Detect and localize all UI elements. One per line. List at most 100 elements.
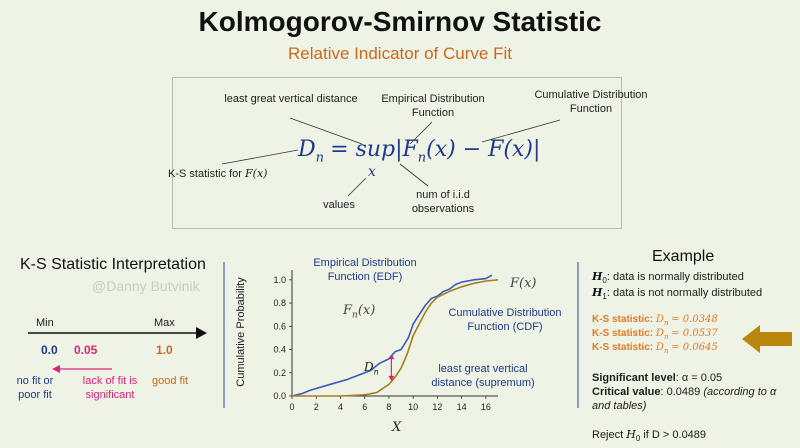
value-0: 0.0 xyxy=(41,343,58,357)
y-tick-label: 0.6 xyxy=(273,321,286,331)
dn-label-sub: n xyxy=(373,367,379,377)
edf-annotation: Empirical Distribution Function (EDF) xyxy=(313,257,417,283)
highlight-arrow-shape xyxy=(742,325,792,353)
crit-value: : 0.0489 xyxy=(660,386,701,398)
formula-rhs-tail: (x) − F(x)| xyxy=(426,137,541,162)
dn-label-main: D xyxy=(364,360,374,374)
formula-rhs: = sup|F xyxy=(330,137,418,162)
interp-heading: K-S Statistic Interpretation xyxy=(20,256,206,273)
dn-arrowhead-top-icon xyxy=(388,354,395,360)
formula-lhs: D xyxy=(298,137,316,162)
ann-least-great: least great vertical distance xyxy=(224,93,358,105)
ks-stat-3-d: D xyxy=(655,342,664,353)
y-axis-label-wrap: Cumulative Probability xyxy=(230,274,250,394)
fx-label: F(x) xyxy=(510,276,537,291)
dn-label: Dn xyxy=(364,360,379,376)
example-heading: Example xyxy=(652,248,715,265)
reject-tail: if D > 0.0489 xyxy=(643,429,707,441)
y-tick-label: 0.4 xyxy=(273,345,286,355)
page-subtitle: Relative Indicator of Curve Fit xyxy=(288,44,512,63)
h1-sym: H xyxy=(592,286,603,299)
ks-stat-3-label: K-S statistic: xyxy=(592,342,654,353)
ks-stat-1-d: D xyxy=(655,314,664,325)
fn-label-tail: (x) xyxy=(357,303,376,318)
value-1: 1.0 xyxy=(156,343,173,357)
x-tick-label: 14 xyxy=(457,402,467,412)
y-tick-label: 1.0 xyxy=(273,275,286,285)
highlight-arrow-icon xyxy=(742,325,792,353)
x-tick-label: 6 xyxy=(362,402,367,412)
supremum-annotation: least great vertical distance (supremum) xyxy=(431,363,535,389)
x-tick-label: 10 xyxy=(408,402,418,412)
h1-text: : data is not normally distributed xyxy=(606,287,763,299)
reject-math: H xyxy=(626,428,636,441)
reject-prefix: Reject xyxy=(592,429,624,441)
series-cdf-line xyxy=(292,279,499,397)
h0-line: H0: data is normally distributed xyxy=(592,270,744,288)
ks-stat-2-value: = 0.0537 xyxy=(671,328,718,339)
y-tick-label: 0.0 xyxy=(273,391,286,401)
sig-line: Significant level: α = 0.05 xyxy=(592,371,722,385)
x-tick-label: 16 xyxy=(481,402,491,412)
ann-values: values xyxy=(323,199,355,211)
ks-stat-2-d: D xyxy=(655,328,664,339)
formula-box xyxy=(172,77,622,229)
ks-stat-1-sub: n xyxy=(663,319,669,327)
series-edf-line xyxy=(291,274,493,397)
watermark: @Danny Butvinik xyxy=(92,278,200,294)
h0-sub: 0 xyxy=(602,276,607,286)
reject-sub: 0 xyxy=(635,434,641,444)
ks-stat-2-label: K-S statistic: xyxy=(592,328,654,339)
ann-cdf: Cumulative Distribution Function xyxy=(534,89,648,115)
ks-stat-3: K-S statistic: Dn = 0.0645 xyxy=(592,341,718,358)
h1-sub: 1 xyxy=(602,292,607,302)
formula-under: x xyxy=(368,164,376,180)
dn-arrowhead-bottom-icon xyxy=(388,375,395,381)
min-label: Min xyxy=(36,317,54,329)
h0-text: : data is normally distributed xyxy=(606,271,744,283)
ks-formula: Dn = sup|Fn(x) − F(x)| xyxy=(298,136,540,165)
crit-note: (according to α and tables) xyxy=(592,386,777,412)
ann-edf: Empirical Distribution Function xyxy=(381,93,485,119)
ann-stat-prefix: K-S statistic for xyxy=(168,168,242,180)
ks-stat-2: K-S statistic: Dn = 0.0537 xyxy=(592,327,718,344)
ann-stat-math: F(x) xyxy=(245,167,268,180)
reject-line: Reject H0 if D > 0.0489 xyxy=(592,428,706,446)
crit-line: Critical value: 0.0489 (according to α a… xyxy=(592,385,792,413)
y-tick-label: 0.2 xyxy=(273,368,286,378)
fn-label-main: F xyxy=(343,303,353,318)
scale-arrowhead-icon xyxy=(196,327,207,339)
max-label: Max xyxy=(154,317,175,329)
sig-value: : α = 0.05 xyxy=(675,372,723,384)
ann-iid: num of i.i.d observations xyxy=(411,189,475,215)
ks-stat-1-value: = 0.0348 xyxy=(671,314,718,325)
ks-stat-3-sub: n xyxy=(663,347,669,355)
x-tick-label: 8 xyxy=(386,402,391,412)
ks-chart: 0 2 4 6 8 10 12 14 16 0.0 0.2 0.4 0.6 0.8 1.0 xyxy=(273,270,499,412)
x-axis-label: X xyxy=(392,420,402,435)
x-tick-label: 4 xyxy=(338,402,343,412)
x-tick-label: 2 xyxy=(314,402,319,412)
value-005: 0.05 xyxy=(74,343,98,357)
ks-stat-3-value: = 0.0645 xyxy=(671,342,718,353)
h0-sym: H xyxy=(592,270,603,283)
sig-label: Significant level xyxy=(592,372,676,384)
fn-label-sub: n xyxy=(352,310,358,321)
y-tick-label: 0.8 xyxy=(273,298,286,308)
formula-lhs-sub: n xyxy=(315,150,325,166)
crit-label: Critical value xyxy=(592,386,661,398)
ann-stat: K-S statistic for F(x) xyxy=(168,167,267,181)
fn-label: Fn(x) xyxy=(343,303,375,321)
page-title: Kolmogorov-Smirnov Statistic xyxy=(198,6,602,37)
y-axis-label: Cumulative Probability xyxy=(235,277,247,387)
x-tick-label: 12 xyxy=(432,402,442,412)
ks-stat-1: K-S statistic: Dn = 0.0348 xyxy=(592,313,718,330)
good-fit-label: good fit xyxy=(152,375,189,387)
x-tick-label: 0 xyxy=(289,402,294,412)
cdf-annotation: Cumulative Distribution Function (CDF) xyxy=(448,307,562,333)
ks-stat-2-sub: n xyxy=(663,333,669,341)
no-fit-label: no fit or poor fit xyxy=(16,375,54,401)
